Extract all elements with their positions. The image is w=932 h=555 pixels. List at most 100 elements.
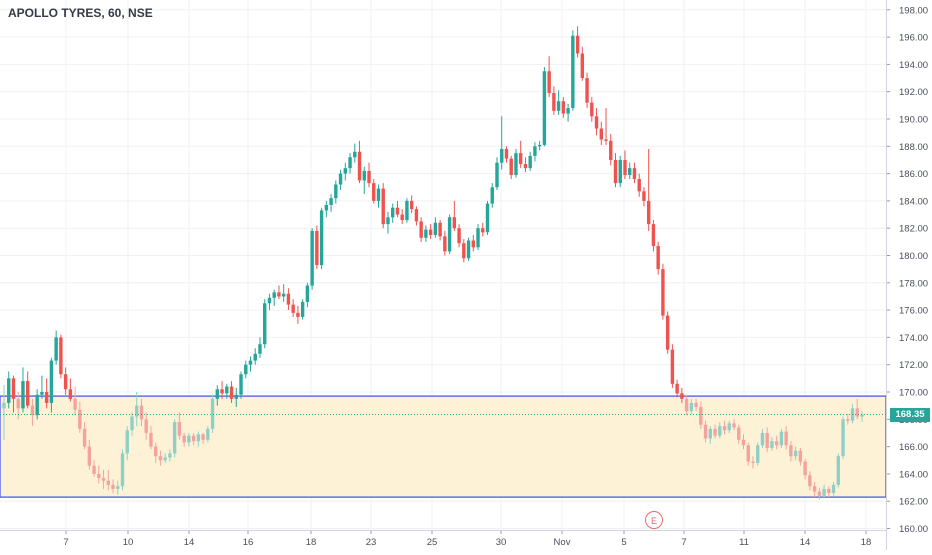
candle-down — [680, 387, 684, 403]
candle-down — [92, 460, 96, 477]
candle-down — [732, 419, 736, 431]
candle-up — [405, 198, 409, 223]
x-tick-label: 25 — [427, 537, 438, 548]
candle-down — [59, 334, 63, 379]
candle-body — [101, 477, 106, 481]
candle-body — [533, 146, 537, 156]
candle-down — [277, 285, 281, 300]
candle-down — [438, 220, 442, 241]
candle-body — [599, 128, 603, 140]
candle-up — [770, 437, 774, 451]
earnings-event-marker[interactable]: E — [645, 511, 663, 529]
candle-down — [651, 220, 656, 252]
candle-up — [116, 480, 120, 495]
candle-body — [694, 402, 698, 408]
candle-up — [281, 284, 286, 302]
y-tick-label: 184.00 — [899, 196, 928, 207]
candle-body — [661, 269, 665, 316]
candle-up — [353, 143, 357, 163]
candle-down — [827, 486, 831, 498]
candle-body — [372, 183, 376, 201]
candle-body — [718, 426, 722, 436]
support-zone — [0, 395, 887, 498]
x-tick-label: 18 — [861, 537, 872, 548]
candle-body — [566, 108, 570, 114]
candle-body — [25, 381, 30, 406]
candle-body — [637, 179, 641, 192]
candle-up — [362, 166, 366, 195]
candle-up — [476, 224, 480, 251]
candle-body — [291, 304, 295, 313]
candle-body — [860, 414, 864, 417]
candle-down — [144, 412, 148, 440]
candle-body — [281, 293, 286, 297]
candle-body — [689, 402, 694, 412]
candle-body — [172, 422, 177, 454]
y-tick-label: 192.00 — [899, 87, 928, 98]
candle-down — [580, 46, 585, 81]
candle-body — [253, 353, 257, 361]
candle-down — [296, 306, 300, 324]
candle-body — [258, 344, 262, 354]
candle-body — [277, 292, 281, 297]
candle-up — [841, 416, 845, 459]
candle-body — [623, 159, 627, 175]
candle-body — [798, 450, 803, 462]
candle-body — [73, 398, 77, 410]
candle-body — [405, 200, 409, 221]
candle-up — [196, 431, 201, 447]
candle-down — [149, 426, 153, 450]
candle-up — [533, 142, 537, 162]
candle-body — [272, 292, 276, 298]
candle-down — [395, 200, 400, 218]
candle-body — [329, 198, 333, 205]
candle-body — [680, 393, 684, 399]
candle-up — [537, 140, 542, 151]
candle-body — [561, 101, 566, 114]
candle-body — [846, 419, 850, 421]
candle-body — [542, 71, 547, 145]
candle-up — [485, 200, 490, 236]
candle-body — [471, 240, 475, 248]
candle-body — [305, 285, 310, 302]
candle-down — [409, 195, 414, 214]
candle-body — [215, 389, 220, 399]
candle-down — [177, 412, 182, 440]
x-tick-label: 11 — [739, 537, 749, 548]
candle-body — [116, 486, 120, 489]
candle-down — [25, 371, 30, 409]
candle-body — [111, 484, 115, 489]
symbol-title: APOLLO TYRES, 60, NSE — [8, 6, 153, 20]
candle-body — [727, 423, 731, 431]
candle-body — [433, 222, 438, 236]
candle-down — [590, 97, 594, 122]
candle-body — [594, 116, 599, 129]
candle-body — [11, 378, 16, 399]
candle-up — [860, 411, 864, 423]
candle-body — [737, 427, 741, 440]
candle-body — [357, 151, 362, 181]
candle-down — [139, 398, 144, 427]
candle-body — [343, 168, 348, 174]
x-tick-label: 5 — [621, 537, 626, 548]
candle-up — [618, 155, 622, 188]
candle-body — [490, 187, 494, 204]
candle-down — [44, 378, 49, 409]
candle-down — [381, 183, 385, 229]
candle-up — [329, 194, 333, 212]
candle-body — [348, 157, 352, 169]
candle-body — [575, 35, 580, 54]
candle-body — [92, 465, 96, 474]
candle-body — [234, 394, 238, 399]
candle-body — [319, 210, 324, 266]
y-tick-label: 190.00 — [899, 115, 928, 126]
candle-down — [291, 299, 295, 317]
candle-body — [774, 441, 779, 446]
candle-up — [267, 293, 272, 311]
candle-body — [476, 228, 480, 248]
candle-body — [244, 364, 248, 375]
candle-up — [300, 299, 305, 320]
candle-body — [144, 419, 148, 433]
candle-down — [855, 398, 859, 420]
